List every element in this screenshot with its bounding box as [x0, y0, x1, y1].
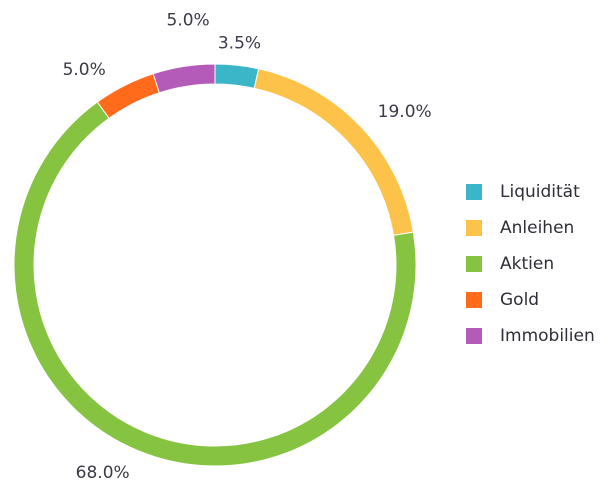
legend-label-immobilien: Immobilien	[500, 326, 595, 346]
legend-item-immobilien[interactable]: Immobilien	[466, 318, 595, 354]
slice-gold[interactable]	[96, 73, 160, 119]
slice-aktien[interactable]	[13, 101, 417, 467]
legend-swatch-gold	[466, 292, 482, 308]
legend-swatch-immobilien	[466, 328, 482, 344]
legend-label-gold: Gold	[500, 290, 540, 310]
slice-label-aktien: 68.0%	[76, 463, 130, 483]
legend-swatch-anleihen	[466, 220, 482, 236]
slice-liquiditat[interactable]	[214, 63, 260, 89]
legend: Liquidität Anleihen Aktien Gold Immobili…	[466, 174, 595, 354]
legend-item-liquiditaet[interactable]: Liquidität	[466, 174, 595, 210]
legend-item-gold[interactable]: Gold	[466, 282, 595, 318]
slice-immobilien[interactable]	[152, 63, 216, 94]
slice-label-anleihen: 19.0%	[378, 102, 432, 122]
legend-swatch-aktien	[466, 256, 482, 272]
legend-label-aktien: Aktien	[500, 254, 555, 274]
legend-label-liquiditaet: Liquidität	[500, 182, 580, 202]
legend-label-anleihen: Anleihen	[500, 218, 575, 238]
legend-item-aktien[interactable]: Aktien	[466, 246, 595, 282]
slice-label-liquiditat: 3.5%	[218, 33, 261, 53]
slice-anleihen[interactable]	[253, 68, 414, 237]
slice-label-immobilien: 5.0%	[167, 11, 210, 31]
slice-label-gold: 5.0%	[63, 60, 106, 80]
legend-item-anleihen[interactable]: Anleihen	[466, 210, 595, 246]
legend-swatch-liquiditaet	[466, 184, 482, 200]
